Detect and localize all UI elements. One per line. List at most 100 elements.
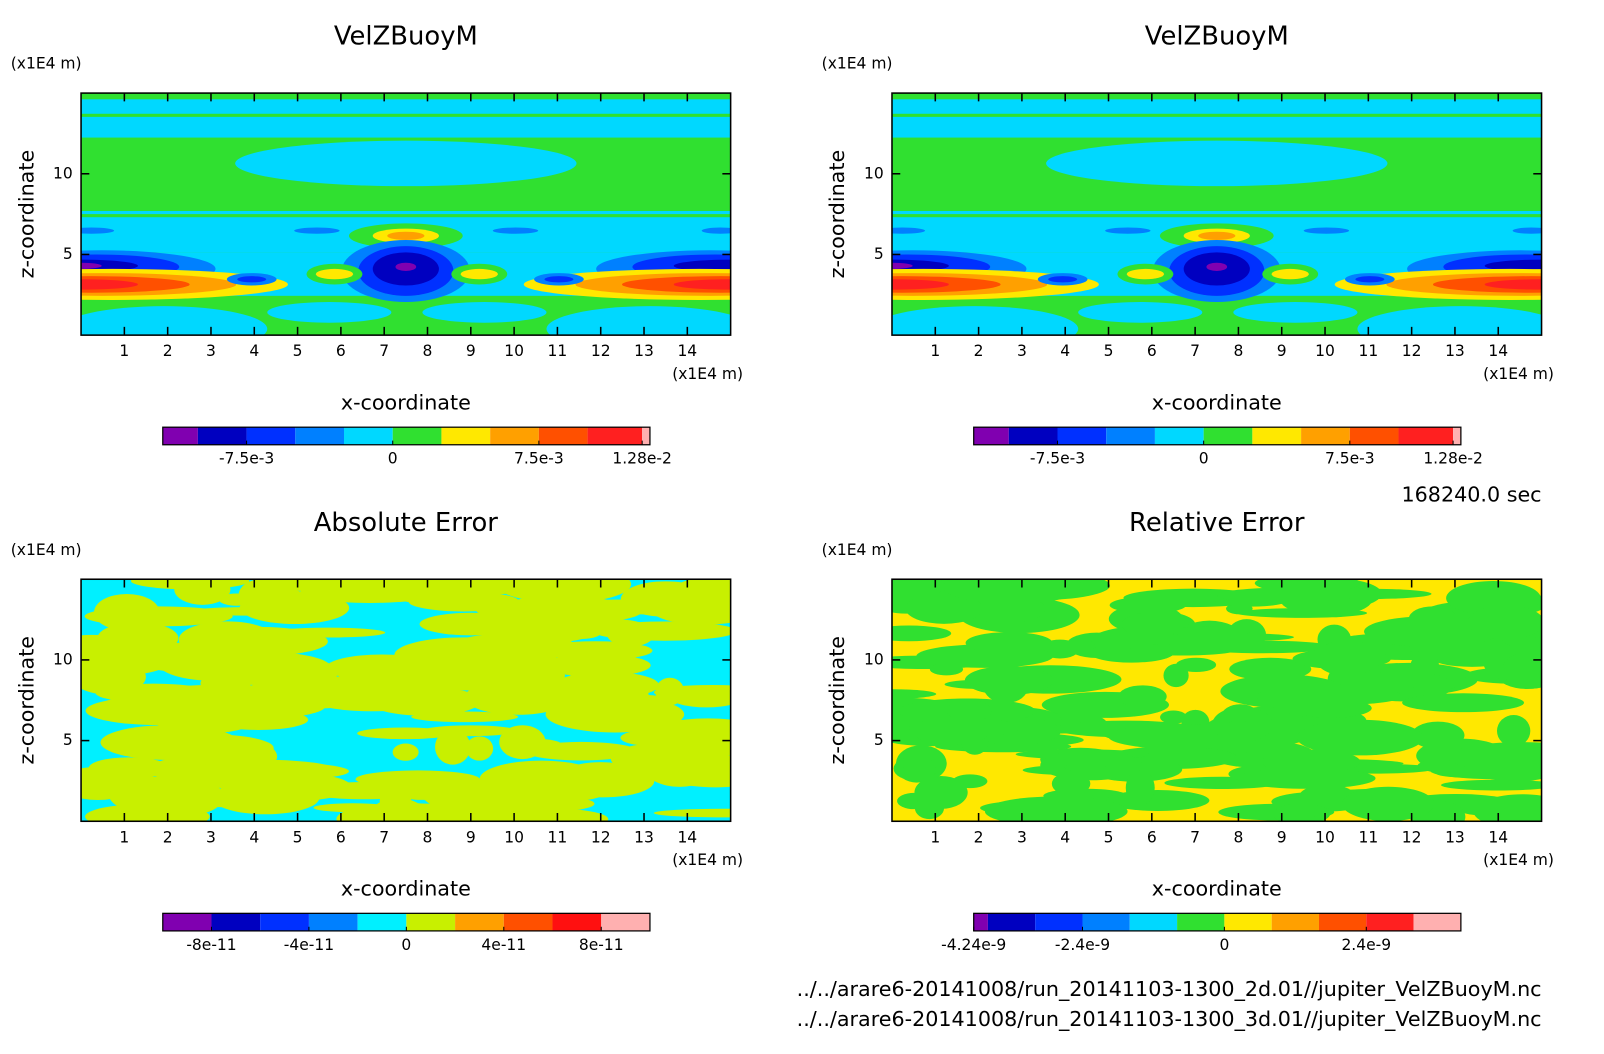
x-tick-label: 6 <box>336 828 346 846</box>
x-tick-label: 3 <box>206 828 216 846</box>
y-unit: (x1E4 m) <box>822 55 893 73</box>
x-tick-label: 8 <box>1233 342 1243 360</box>
colorbar-segment <box>1154 427 1204 445</box>
x-tick-label: 6 <box>1147 828 1157 846</box>
x-tick-label: 5 <box>1104 828 1114 846</box>
colorbar-segment <box>1082 913 1130 931</box>
y-axis-label: z-coordinate <box>14 150 38 279</box>
colorbar-segment <box>162 427 198 445</box>
colorbar-segment <box>1224 913 1272 931</box>
y-tick-label: 5 <box>63 731 73 749</box>
y-tick-label: 5 <box>874 731 884 749</box>
x-tick-label: 3 <box>206 342 216 360</box>
x-tick-label: 5 <box>293 342 303 360</box>
colorbar-tick-label: 0 <box>1199 450 1209 468</box>
contour-field <box>81 579 731 822</box>
x-tick-label: 12 <box>591 828 611 846</box>
colorbar-segment <box>246 427 296 445</box>
y-tick-label: 10 <box>864 650 884 668</box>
colorbar-segment <box>973 913 988 931</box>
colorbar-segment <box>987 913 1036 931</box>
colorbar-segment <box>1106 427 1155 445</box>
contour-field <box>891 579 1542 822</box>
colorbar-tick-label: -7.5e-3 <box>219 450 274 468</box>
x-tick-label: 12 <box>1402 828 1422 846</box>
x-tick-label: 1 <box>119 342 129 360</box>
x-tick-label: 9 <box>1277 342 1287 360</box>
colorbar-segment <box>1252 427 1302 445</box>
plot-frame <box>891 92 1543 336</box>
x-tick-label: 4 <box>249 342 259 360</box>
colorbar-frame <box>973 426 1462 446</box>
colorbar-segment <box>197 427 247 445</box>
colorbar-segment <box>1453 427 1461 445</box>
colorbar-segment <box>1008 427 1058 445</box>
colorbar-segment <box>1318 913 1367 931</box>
x-tick-label: 3 <box>1017 828 1027 846</box>
x-tick-label: 2 <box>974 342 984 360</box>
colorbar-segment <box>601 913 650 931</box>
colorbar-tick-label: 4e-11 <box>481 936 526 954</box>
x-tick-label: 7 <box>1190 342 1200 360</box>
colorbar-segment <box>211 913 261 931</box>
colorbar-segment <box>295 427 345 445</box>
colorbar-segment <box>162 913 212 931</box>
x-tick-label: 8 <box>423 342 433 360</box>
chart-title: VelZBuoyM <box>334 22 478 52</box>
plot-frame <box>80 92 732 336</box>
x-tick-label: 4 <box>1060 828 1070 846</box>
colorbar-segment <box>1203 427 1253 445</box>
x-tick-label: 5 <box>1104 342 1114 360</box>
colorbar-tick-label: -4e-11 <box>284 936 334 954</box>
y-tick-label: 5 <box>874 245 884 263</box>
x-tick-label: 2 <box>974 828 984 846</box>
y-axis-label: z-coordinate <box>825 150 849 279</box>
x-tick-label: 2 <box>163 342 173 360</box>
colorbar-segment <box>642 427 650 445</box>
colorbar-segment <box>455 913 504 931</box>
x-tick-label: 11 <box>1358 342 1378 360</box>
colorbar-tick-label: 0 <box>388 450 398 468</box>
x-tick-label: 10 <box>504 828 524 846</box>
x-axis-label: x-coordinate <box>341 390 471 414</box>
colorbar-segment <box>587 427 643 445</box>
x-tick-label: 9 <box>1277 828 1287 846</box>
x-unit: (x1E4 m) <box>1483 365 1554 383</box>
file-path: ../../arare6-20141008/run_20141103-1300_… <box>797 977 1542 1002</box>
colorbar-segment <box>1129 913 1178 931</box>
colorbar-frame <box>973 912 1462 932</box>
colorbar-segment <box>357 913 407 931</box>
x-tick-label: 14 <box>1488 828 1508 846</box>
colorbar-segment <box>406 913 456 931</box>
y-unit: (x1E4 m) <box>11 541 82 559</box>
file-path: ../../arare6-20141008/run_20141103-1300_… <box>797 1007 1542 1032</box>
y-axis-label: z-coordinate <box>14 636 38 765</box>
x-axis-label: x-coordinate <box>341 877 471 901</box>
x-tick-label: 9 <box>466 342 476 360</box>
y-tick-label: 10 <box>53 164 73 182</box>
colorbar-segment <box>1413 913 1461 931</box>
colorbar-segment <box>260 913 309 931</box>
x-tick-label: 2 <box>163 828 173 846</box>
x-tick-label: 11 <box>548 828 568 846</box>
x-tick-label: 13 <box>1445 342 1465 360</box>
x-tick-label: 13 <box>634 342 654 360</box>
x-tick-label: 1 <box>119 828 129 846</box>
plot-frame <box>891 578 1543 823</box>
colorbar-tick-label: 7.5e-3 <box>1325 450 1375 468</box>
time-label: 168240.0 sec <box>1401 482 1541 506</box>
colorbar-tick-label: 7.5e-3 <box>514 450 564 468</box>
colorbar-tick-label: 0 <box>1219 936 1229 954</box>
x-tick-label: 14 <box>677 342 697 360</box>
chart-title: Absolute Error <box>314 508 499 538</box>
x-tick-label: 6 <box>1147 342 1157 360</box>
colorbar-segment <box>344 427 393 445</box>
x-tick-label: 4 <box>1060 342 1070 360</box>
colorbar-segment <box>973 427 1009 445</box>
x-unit: (x1E4 m) <box>672 851 743 869</box>
x-tick-label: 11 <box>1358 828 1378 846</box>
